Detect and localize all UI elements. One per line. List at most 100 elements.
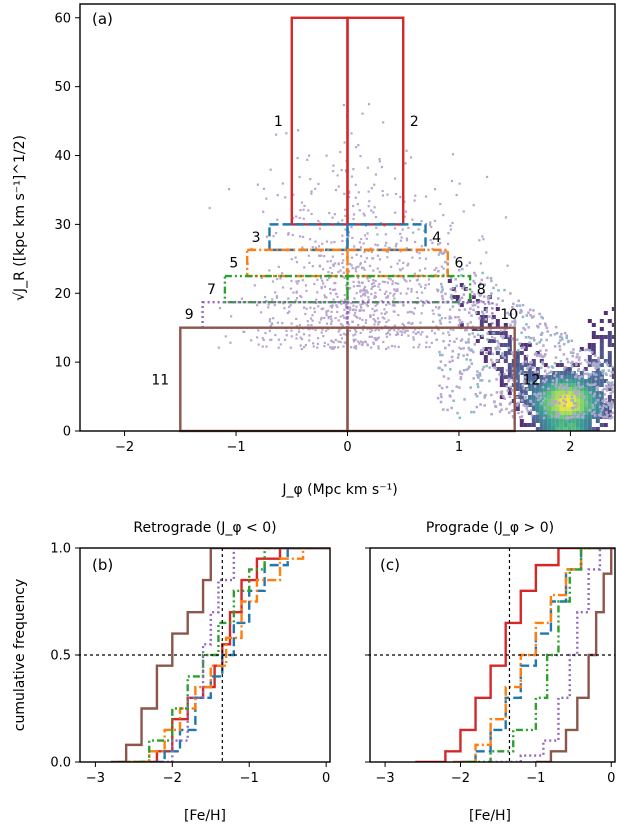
density-cell [599,339,604,343]
disk-star [438,241,442,245]
disk-star [471,304,475,307]
halo-star [430,341,433,345]
halo-star [347,287,351,290]
density-cell [523,371,528,375]
halo-star [376,303,379,306]
halo-star [354,183,357,186]
density-cell [527,423,532,427]
disk-star [559,339,562,342]
x-tick-label-a: −1 [226,440,245,455]
density-cell [559,423,564,427]
disk-star [509,401,513,404]
halo-star [308,328,311,331]
disk-star [608,383,611,386]
disk-star [593,364,596,367]
halo-star [340,322,343,326]
density-cell [543,427,548,431]
disk-star [459,377,463,381]
density-cell [563,423,568,427]
halo-star [277,338,281,341]
halo-star [383,312,387,315]
disk-star [544,411,547,415]
halo-star [362,325,365,328]
halo-star [316,337,320,340]
halo-star [367,205,370,208]
density-cell [607,355,612,359]
halo-star [420,245,423,248]
halo-star [330,271,333,275]
disk-star [483,283,486,286]
disk-star [476,305,480,309]
cdf-series-1 [415,548,615,762]
halo-star [331,346,334,349]
density-cell [503,375,508,379]
halo-star [376,317,380,320]
disk-star [601,389,604,392]
halo-star [292,291,295,294]
halo-star [265,197,268,200]
density-cell [535,419,540,423]
disk-star [451,359,454,363]
disk-star [520,346,524,350]
disk-star [516,349,520,352]
halo-star [354,315,358,318]
halo-star [364,321,367,325]
y-tick-label-b: 0.0 [50,756,71,771]
halo-star [337,262,340,265]
region-box-4 [346,223,427,252]
halo-star [412,336,415,339]
halo-star [333,213,336,216]
density-cell [507,339,512,343]
halo-star [306,158,309,161]
y-tick-label-a: 40 [54,149,71,164]
halo-star [272,317,275,320]
density-cell [515,351,520,355]
halo-star [300,347,304,351]
halo-star [295,325,298,328]
halo-star [343,298,346,301]
halo-star [402,261,405,264]
halo-star [366,304,369,308]
disk-star [436,396,440,400]
disk-star [554,400,558,403]
halo-star [431,241,434,245]
halo-star [425,346,428,349]
halo-star [436,290,440,293]
density-cell [583,411,588,415]
halo-star [343,141,346,144]
halo-star [295,337,298,340]
density-cell [527,383,532,387]
density-cell [579,395,584,399]
halo-star [369,315,372,318]
disk-star [604,372,608,375]
density-cell [523,423,528,427]
disk-star [543,397,547,400]
halo-star [344,316,347,319]
region-label-2: 2 [410,114,419,130]
halo-star [380,166,383,169]
halo-star [354,270,358,273]
density-cell [515,383,520,387]
halo-star [272,235,275,238]
disk-star [572,406,575,410]
disk-star [505,385,508,388]
disk-star [506,389,509,392]
halo-star [373,206,376,209]
halo-star [341,261,344,265]
density-cell [531,387,536,391]
density-cell [499,395,504,399]
halo-star [347,270,351,273]
halo-star [271,280,275,283]
disk-star [517,411,520,415]
halo-star [330,310,333,313]
halo-star [328,287,332,291]
halo-star [311,319,314,322]
halo-star [284,196,287,199]
halo-star [354,267,357,270]
disk-star [468,365,471,369]
halo-star [459,321,462,325]
halo-star [380,312,383,315]
halo-star [274,291,277,294]
disk-star [457,315,460,319]
halo-star [384,233,387,236]
